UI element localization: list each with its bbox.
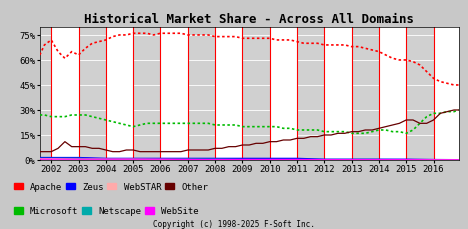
Bar [433,27,459,160]
Bar [379,27,406,160]
Bar [133,27,161,160]
Legend: Microsoft, Netscape, WebSite: Microsoft, Netscape, WebSite [14,206,199,215]
Bar [242,27,270,160]
Bar [51,27,79,160]
Bar [188,27,215,160]
Bar [215,27,242,160]
Legend: Apache, Zeus, WebSTAR, Other: Apache, Zeus, WebSTAR, Other [14,182,208,191]
Bar [297,27,324,160]
Bar [324,27,351,160]
Bar [161,27,188,160]
Bar [351,27,379,160]
Bar [406,27,433,160]
Bar [40,27,51,160]
Title: Historical Market Share - Across All Domains: Historical Market Share - Across All Dom… [84,13,414,26]
Text: Copyright (c) 1998-2025 F-Soft Inc.: Copyright (c) 1998-2025 F-Soft Inc. [153,219,315,228]
Bar [106,27,133,160]
Bar [79,27,106,160]
Bar [270,27,297,160]
